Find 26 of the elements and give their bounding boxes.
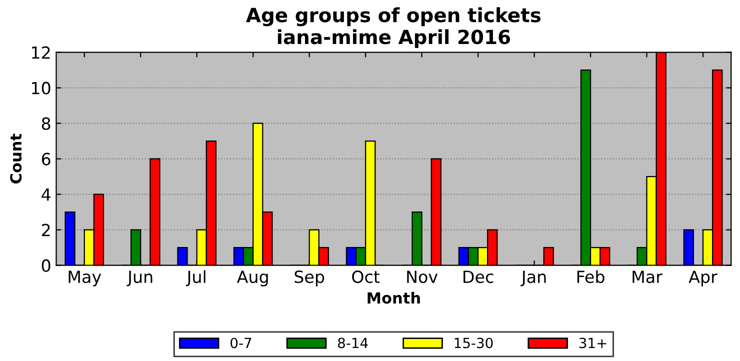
x-tick-label: Feb	[577, 270, 604, 284]
y-tick-label: 0	[42, 259, 50, 272]
x-axis-title: Month	[368, 292, 420, 304]
x-tick-label: Mar	[632, 270, 662, 284]
x-tick-label: Jun	[126, 270, 152, 286]
x-tick-label: May	[68, 270, 102, 286]
y-tick-label: 4	[42, 188, 50, 201]
x-tick-label: Jan	[520, 270, 546, 286]
x-tick-label: Dec	[464, 270, 494, 284]
legend-label: 8-14	[338, 338, 368, 348]
chart-title: Age groups of open tickets iana-mime April 2016	[246, 7, 541, 48]
legend-label: 0-7	[230, 338, 252, 348]
x-tick-label: Oct	[352, 270, 380, 284]
x-tick-label: Nov	[407, 270, 438, 284]
x-tick-label: Sep	[294, 270, 324, 286]
x-tick-label: Apr	[688, 270, 718, 286]
x-tick-label: Jul	[186, 270, 206, 286]
legend-label: 15-30	[454, 338, 493, 348]
x-tick-label: Aug	[236, 270, 268, 286]
legend-label: 31+	[579, 338, 606, 348]
y-tick-label: 6	[42, 152, 50, 166]
y-axis-title: Count	[10, 134, 22, 184]
y-tick-label: 8	[42, 117, 50, 130]
y-tick-label: 10	[32, 82, 50, 94]
y-tick-label: 2	[42, 224, 50, 236]
y-tick-label: 12	[32, 46, 50, 59]
